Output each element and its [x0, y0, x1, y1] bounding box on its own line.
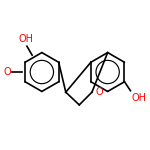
Text: O: O	[4, 67, 11, 77]
Text: O: O	[96, 87, 103, 97]
Text: OH: OH	[131, 93, 146, 103]
Text: OH: OH	[19, 34, 34, 44]
